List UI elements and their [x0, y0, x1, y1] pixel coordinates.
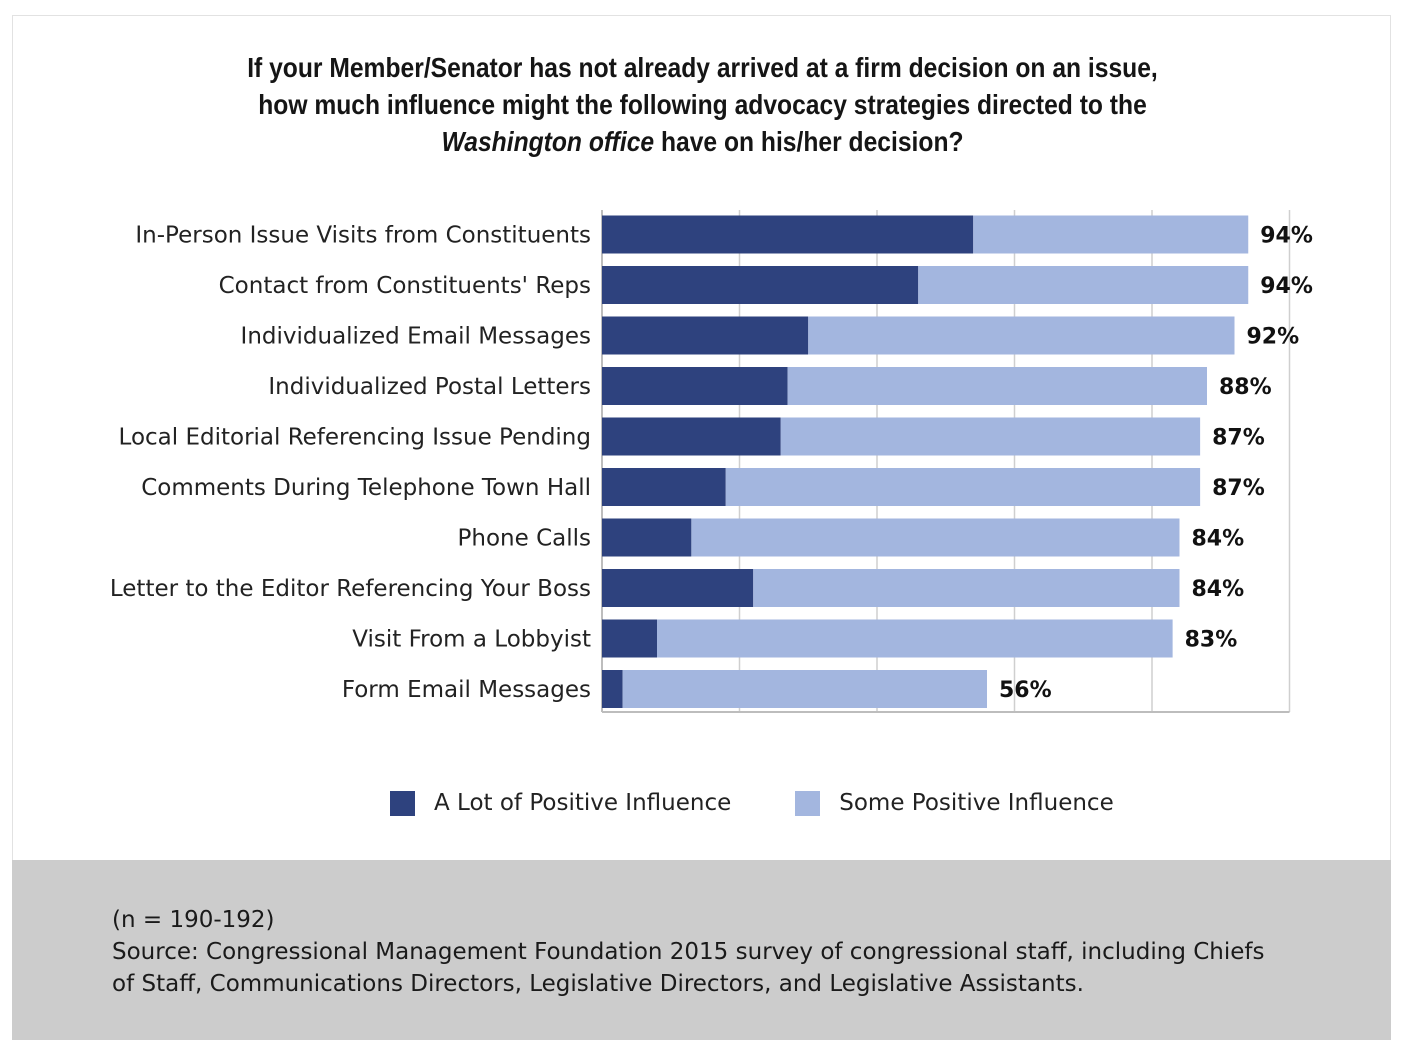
bar-some	[973, 215, 1249, 254]
category-label: Phone Calls	[458, 526, 591, 552]
bar-a-lot	[602, 468, 726, 506]
category-label: Individualized Email Messages	[241, 324, 591, 350]
bar-some	[780, 417, 1201, 456]
footer-note: (n = 190-192) Source: Congressional Mana…	[12, 860, 1391, 1040]
title-line-3: Washington office have on his/her decisi…	[84, 123, 1320, 160]
category-label: Contact from Constituents' Reps	[219, 273, 591, 299]
sample-size: (n = 190-192)	[112, 907, 275, 933]
legend-swatch-a-lot	[390, 790, 415, 816]
bar-a-lot	[602, 619, 657, 658]
legend-label-a-lot: A Lot of Positive Influence	[434, 790, 732, 816]
category-label: Form Email Messages	[342, 677, 591, 703]
total-data-label: 83%	[1185, 628, 1238, 653]
source-line-1: Source: Congressional Management Foundat…	[112, 939, 1265, 965]
bar-a-lot	[602, 417, 781, 456]
legend-swatch-some	[795, 790, 821, 816]
category-label: Visit From a Lobbyist	[352, 627, 591, 653]
category-label: Individualized Postal Letters	[268, 374, 591, 400]
bar-a-lot	[602, 569, 754, 607]
title-line-1: If your Member/Senator has not already a…	[247, 52, 1158, 83]
source-line-2: of Staff, Communications Directors, Legi…	[112, 971, 1084, 997]
category-label: Comments During Telephone Town Hall	[141, 475, 591, 501]
bar-a-lot	[602, 367, 788, 405]
legend-item-a-lot: A Lot of Positive Influence	[390, 790, 731, 816]
title-line-3-rest: have on his/her decision?	[654, 126, 964, 157]
bar-some	[657, 619, 1173, 658]
legend: A Lot of Positive Influence Some Positiv…	[390, 790, 1178, 816]
bar-some	[691, 518, 1180, 557]
bar-chart: In-Person Issue Visits from Constituents…	[110, 210, 1313, 713]
total-data-label: 56%	[999, 678, 1052, 703]
bar-a-lot	[602, 316, 809, 355]
bar-a-lot	[602, 518, 692, 557]
total-data-label: 94%	[1260, 274, 1313, 299]
bar-some	[725, 468, 1201, 506]
title-emphasis: Washington office	[441, 126, 655, 157]
bar-some	[787, 367, 1207, 405]
bar-some	[808, 316, 1235, 355]
legend-label-some: Some Positive Influence	[839, 790, 1114, 816]
category-label: In-Person Issue Visits from Constituents	[135, 223, 591, 249]
bar-some	[918, 266, 1249, 304]
bar-some	[753, 569, 1180, 607]
legend-item-some: Some Positive Influence	[795, 790, 1114, 816]
total-data-label: 88%	[1219, 375, 1272, 400]
bar-a-lot	[602, 670, 623, 708]
total-data-label: 84%	[1192, 577, 1245, 602]
title-line-2: how much influence might the following a…	[258, 89, 1147, 120]
chart-title: If your Member/Senator has not already a…	[84, 49, 1320, 160]
category-label: Letter to the Editor Referencing Your Bo…	[110, 576, 591, 602]
bar-some	[622, 670, 987, 708]
total-data-label: 94%	[1260, 224, 1313, 249]
total-data-label: 92%	[1247, 325, 1300, 350]
total-data-label: 87%	[1212, 426, 1265, 451]
bar-a-lot	[602, 215, 974, 254]
total-data-label: 84%	[1192, 527, 1245, 552]
category-label: Local Editorial Referencing Issue Pendin…	[119, 425, 591, 451]
bar-a-lot	[602, 266, 919, 304]
total-data-label: 87%	[1212, 476, 1265, 501]
